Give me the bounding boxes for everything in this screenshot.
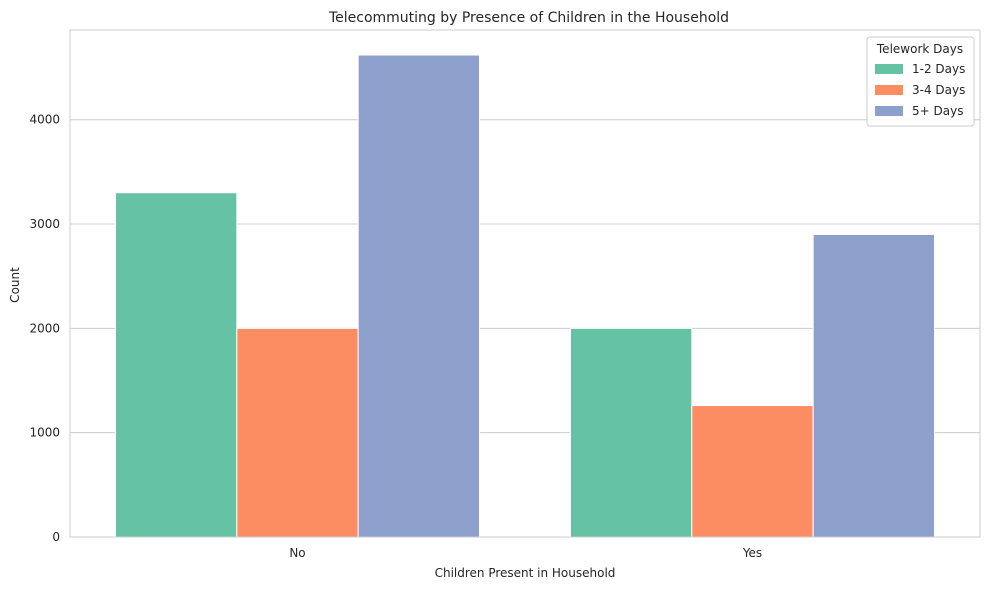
legend-swatch: [875, 106, 903, 116]
x-tick-label: Yes: [742, 546, 762, 560]
bar: [357, 54, 480, 538]
chart-title: Telecommuting by Presence of Children in…: [328, 10, 729, 26]
y-tick-label: 1000: [29, 426, 60, 440]
y-axis-label: Count: [8, 267, 22, 303]
legend-swatch: [875, 64, 903, 74]
y-tick-label: 2000: [29, 321, 60, 335]
bar: [812, 233, 936, 538]
legend-label: 1-2 Days: [912, 62, 965, 76]
legend-label: 5+ Days: [912, 104, 963, 118]
plot-frame: [69, 29, 981, 538]
y-tick-label: 3000: [29, 217, 60, 231]
y-tick-label: 4000: [29, 113, 60, 127]
bar: [570, 327, 693, 538]
bar: [691, 405, 814, 538]
legend-label: 3-4 Days: [912, 83, 965, 97]
y-tick-label: 0: [52, 530, 60, 544]
legend: Telework Days 1-2 Days 3-4 Days 5+ Days: [866, 36, 975, 127]
x-tick-labels: No Yes: [289, 546, 762, 560]
bar: [115, 192, 238, 538]
x-axis-label: Children Present in Household: [435, 566, 616, 580]
legend-swatch: [875, 85, 903, 95]
x-tick-label: No: [289, 546, 305, 560]
legend-items: 1-2 Days 3-4 Days 5+ Days: [875, 62, 965, 118]
legend-title: Telework Days: [876, 42, 963, 56]
bar: [236, 327, 359, 538]
bars: [115, 54, 936, 538]
legend-box: [866, 36, 975, 127]
y-tick-labels: 0 1000 2000 3000 4000: [29, 113, 60, 544]
